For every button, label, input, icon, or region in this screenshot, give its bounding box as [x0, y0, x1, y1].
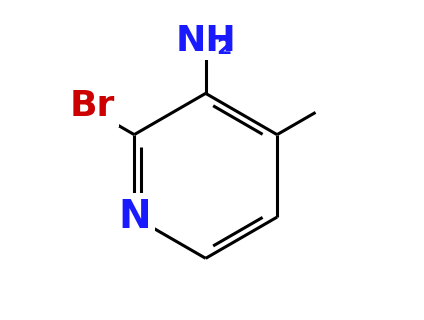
Text: NH: NH	[175, 24, 236, 58]
Text: 2: 2	[216, 38, 232, 58]
Text: Br: Br	[70, 89, 115, 123]
Text: N: N	[118, 198, 151, 236]
